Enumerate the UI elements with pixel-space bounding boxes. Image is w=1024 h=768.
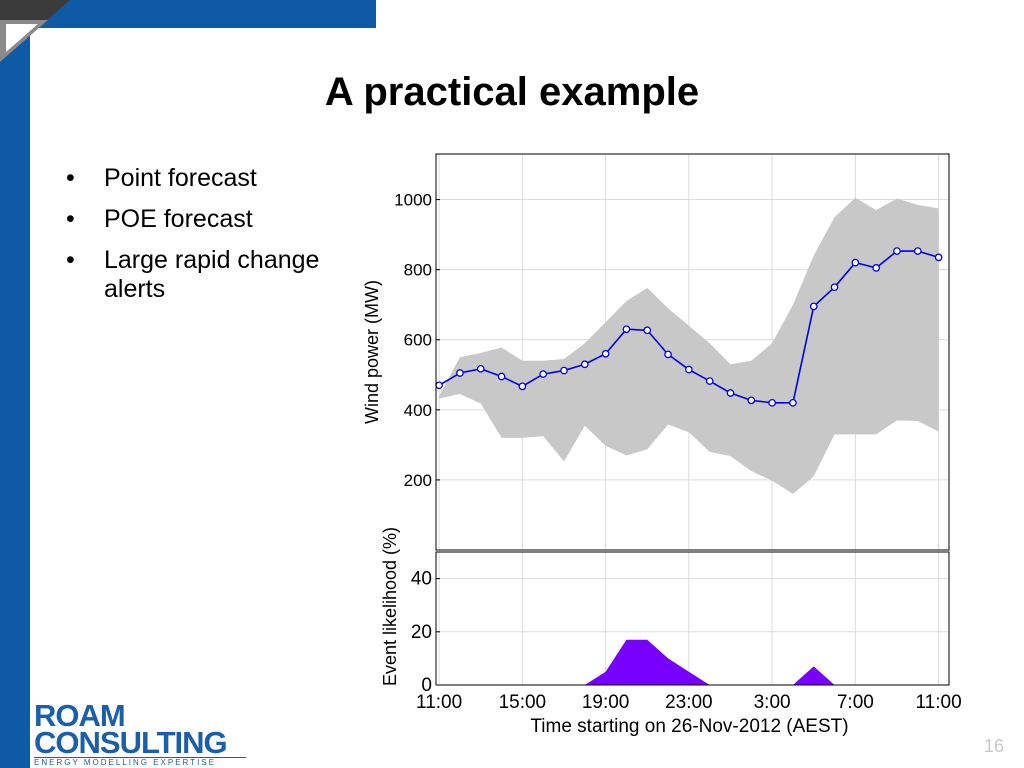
x-tick-label: 23:00 <box>665 692 713 713</box>
bullet-dot: • <box>66 246 75 274</box>
forecast-point <box>851 258 860 267</box>
bullet-text: Large rapid change alerts <box>104 246 320 303</box>
left-accent-band <box>0 0 30 768</box>
panel-frame <box>435 153 950 551</box>
forecast-point <box>435 381 443 390</box>
page-number: 16 <box>983 736 1004 756</box>
x-tick-label: 7:00 <box>837 692 874 713</box>
bullet-dot: • <box>66 205 75 233</box>
forecast-point <box>705 377 714 385</box>
forecast-point <box>580 360 589 369</box>
wind-power-panel: 200 400 600 800 1000 Wind power (MW) <box>362 153 950 551</box>
forecast-point <box>456 369 464 377</box>
bullet-item: • Point forecast <box>60 164 360 193</box>
forecast-point <box>622 325 631 334</box>
y-tick-label: 0 <box>421 675 432 696</box>
logo-line1: ROAM <box>34 698 126 733</box>
y-axis-label: Wind power (MW) <box>362 280 382 424</box>
forecast-point <box>664 350 672 359</box>
wind-power-chart: 200 400 600 800 1000 Wind power (MW) 0 20 40 Even… <box>362 153 962 737</box>
y-tick-label: 600 <box>404 331 432 350</box>
panel-frame <box>435 551 950 686</box>
forecast-point <box>747 396 756 405</box>
x-axis-label: Time starting on 26-Nov-2012 (AEST) <box>530 716 848 737</box>
forecast-point <box>560 366 568 375</box>
bullet-item: • POE forecast <box>60 205 360 234</box>
forecast-point <box>872 264 881 272</box>
forecast-point <box>893 247 901 255</box>
y-tick-label: 40 <box>411 569 432 590</box>
forecast-point <box>913 247 922 255</box>
roam-consulting-logo: ROAM CONSULTING ENERGY MODELLING EXPERTI… <box>30 700 248 768</box>
bullet-dot: • <box>66 164 75 192</box>
logo-tagline: ENERGY MODELLING EXPERTISE <box>34 758 216 767</box>
bullet-item: • Large rapid change alerts <box>60 246 360 304</box>
event-likelihood-panel: 0 20 40 Event likelihood (%) <box>380 527 950 696</box>
x-tick-label: 3:00 <box>754 692 791 713</box>
forecast-point <box>768 398 776 407</box>
plot-area <box>436 552 949 685</box>
corner-decoration <box>0 0 70 62</box>
logo-rule <box>34 757 246 758</box>
forecast-point <box>809 302 818 311</box>
forecast-point <box>726 389 735 397</box>
bullet-text: POE forecast <box>104 205 253 233</box>
forecast-point <box>934 253 943 262</box>
bullet-text: Point forecast <box>104 164 257 192</box>
y-tick-label: 400 <box>404 401 432 420</box>
x-tick-label: 11:00 <box>416 692 462 713</box>
bullet-list: • Point forecast • POE forecast • Large rap… <box>60 164 360 316</box>
y-tick-label: 800 <box>404 261 432 280</box>
y-tick-label: 1000 <box>394 191 432 210</box>
x-tick-label: 19:00 <box>582 692 630 713</box>
forecast-point <box>601 349 610 358</box>
slide-title: A practical example <box>324 70 700 114</box>
logo-line2: CONSULTING <box>34 725 228 760</box>
x-tick-label: 15:00 <box>499 692 547 713</box>
event-likelihood-area <box>584 639 835 685</box>
forecast-point <box>830 283 839 292</box>
forecast-point <box>643 326 652 335</box>
x-tick-label: 11:00 <box>916 692 962 713</box>
forecast-point <box>497 372 506 381</box>
forecast-point <box>685 365 693 374</box>
forecast-point <box>476 364 485 373</box>
y-axis-label: Event likelihood (%) <box>380 527 400 686</box>
y-tick-label: 200 <box>404 471 432 490</box>
poe-band-area <box>439 197 939 494</box>
y-tick-label: 20 <box>411 622 432 643</box>
forecast-point <box>789 398 797 407</box>
forecast-point <box>518 382 527 391</box>
forecast-point <box>539 370 548 378</box>
